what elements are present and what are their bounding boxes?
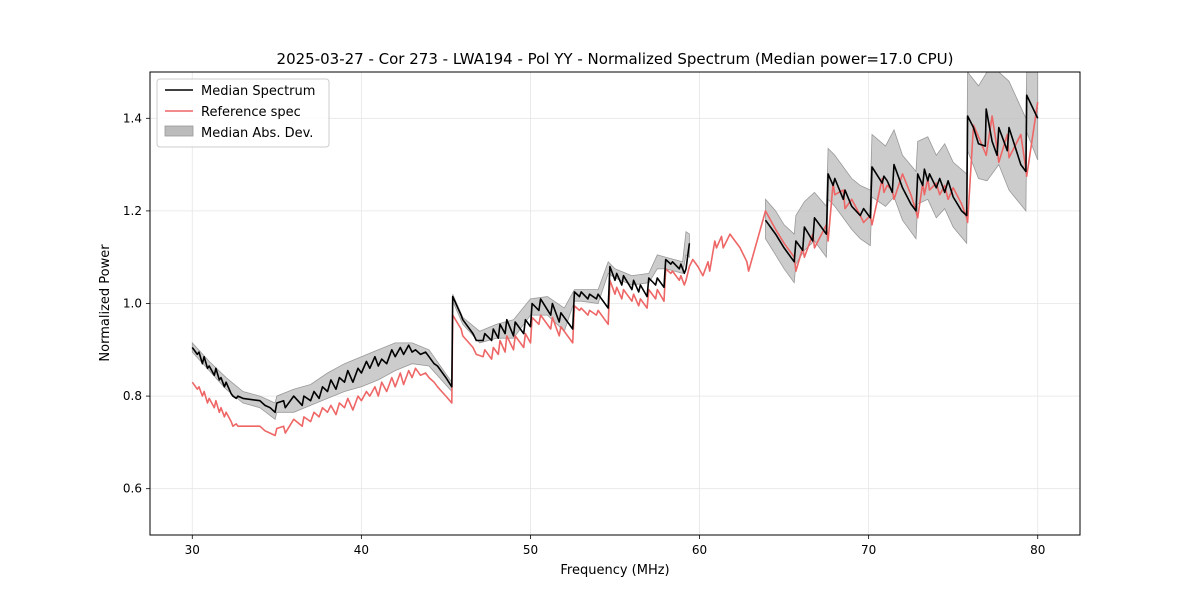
x-tick-label: 50 [523,543,538,557]
y-axis-label: Normalized Power [98,244,113,362]
median-spectrum-line [764,94,1039,263]
y-tick-label: 0.8 [123,389,142,403]
x-axis-label: Frequency (MHz) [560,563,669,578]
x-tick-label: 80 [1030,543,1045,557]
y-axis: 0.6 0.8 1.0 1.2 1.4 [123,111,150,496]
legend-band-label: Median Abs. Dev. [201,126,313,141]
y-tick-label: 1.0 [123,297,142,311]
y-tick-label: 0.6 [123,482,142,496]
median-spectrum-line [191,243,691,414]
legend-reference-label: Reference spec [201,105,301,120]
x-tick-label: 40 [354,543,369,557]
x-tick-label: 70 [861,543,876,557]
legend-box [156,78,330,148]
x-tick-label: 60 [692,543,707,557]
legend-median-label: Median Spectrum [201,84,315,99]
y-tick-label: 1.4 [123,111,142,125]
legend-band-swatch [164,125,194,137]
chart-title: 2025-03-27 - Cor 273 - LWA194 - Pol YY -… [277,50,954,68]
legend: Median Spectrum Reference spec Median Ab… [156,78,330,148]
x-tick-label: 30 [185,543,200,557]
x-axis: 30 40 50 60 70 80 [185,535,1045,557]
series-layer [191,94,1039,437]
y-tick-label: 1.2 [123,204,142,218]
mad-band-segment [191,230,690,420]
